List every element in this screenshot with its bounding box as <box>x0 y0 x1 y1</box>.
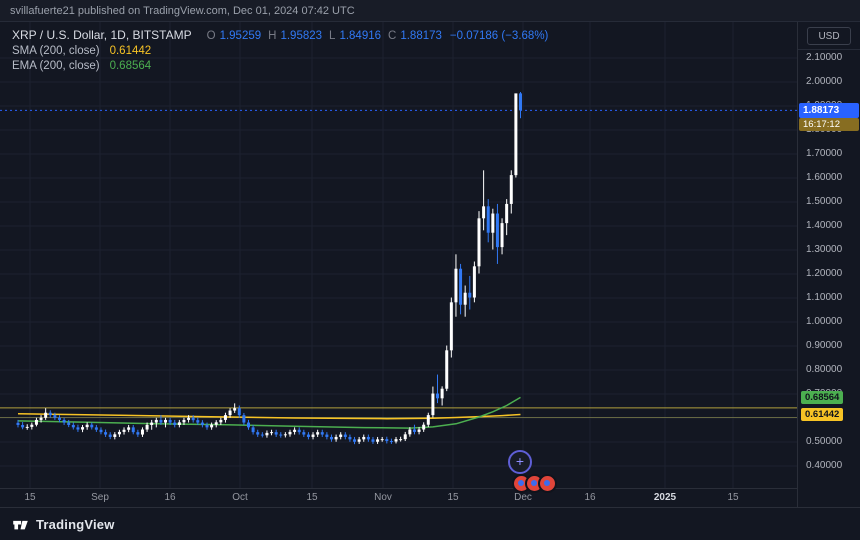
time-tick-label: 15 <box>306 492 318 503</box>
time-tick-label: Sep <box>91 492 109 503</box>
ema-axis-label: 0.68564 <box>801 391 844 404</box>
plus-icon: + <box>515 453 525 469</box>
price-tick-label: 1.30000 <box>806 244 843 255</box>
chart-canvas[interactable] <box>0 22 797 488</box>
price-tick-label: 1.70000 <box>806 148 843 159</box>
sma-label: SMA (200, close) <box>12 45 100 57</box>
price-tick-label: 1.10000 <box>806 292 843 303</box>
reaction-emoji-icon <box>538 474 557 493</box>
price-tick-label: 1.60000 <box>806 172 843 183</box>
time-tick-label: 16 <box>584 492 596 503</box>
high-value: 1.95823 <box>280 30 323 42</box>
time-tick-label: Oct <box>232 492 248 503</box>
price-axis[interactable]: USD 2.100002.000001.900001.800001.700001… <box>798 22 860 488</box>
change-value: −0.07186 (−3.68%) <box>449 30 549 42</box>
time-tick-label: 2025 <box>653 492 677 503</box>
bar-close-countdown: 16:17:12 <box>799 118 859 131</box>
chart-panel[interactable]: XRP / U.S. Dollar, 1D, BITSTAMP O 1.9525… <box>0 22 798 493</box>
attribution-text: svillafuerte21 published on TradingView.… <box>10 4 355 17</box>
open-label: O <box>206 30 216 42</box>
reaction-emojis[interactable] <box>512 474 557 493</box>
attribution-bar: svillafuerte21 published on TradingView.… <box>0 0 860 22</box>
footer-bar: TradingView <box>0 507 860 540</box>
close-value: 1.88173 <box>400 30 442 42</box>
sma-value: 0.61442 <box>109 45 152 57</box>
price-tick-label: 0.50000 <box>806 436 843 447</box>
time-tick-label: 15 <box>447 492 459 503</box>
close-label: C <box>388 30 397 42</box>
symbol-title: XRP / U.S. Dollar, 1D, BITSTAMP <box>12 28 192 42</box>
time-tick-label: Nov <box>374 492 392 503</box>
price-tick-label: 2.10000 <box>806 52 843 63</box>
high-label: H <box>268 30 277 42</box>
symbol-row: XRP / U.S. Dollar, 1D, BITSTAMP O 1.9525… <box>12 28 548 42</box>
price-tick-label: 1.00000 <box>806 316 843 327</box>
last-price-badge: 1.88173 <box>799 103 859 118</box>
tradingview-logo-icon <box>13 520 28 529</box>
price-tick-label: 1.20000 <box>806 268 843 279</box>
axis-separator <box>798 49 860 50</box>
time-tick-label: 15 <box>24 492 36 503</box>
low-label: L <box>329 30 336 42</box>
price-tick-label: 2.00000 <box>806 76 843 87</box>
time-tick-label: 16 <box>164 492 176 503</box>
ema-label: EMA (200, close) <box>12 60 100 72</box>
legend: XRP / U.S. Dollar, 1D, BITSTAMP O 1.9525… <box>12 28 548 72</box>
time-tick-label: 15 <box>727 492 739 503</box>
time-tick-label: Dec <box>514 492 532 503</box>
sma-row: SMA (200, close) 0.61442 <box>12 45 548 57</box>
tradingview-logo[interactable]: TradingView <box>12 516 115 533</box>
price-tick-label: 0.40000 <box>806 460 843 471</box>
brand-name: TradingView <box>36 516 115 532</box>
price-tick-label: 1.40000 <box>806 220 843 231</box>
price-tick-label: 0.80000 <box>806 364 843 375</box>
time-axis[interactable]: 15 Sep 16 Oct 15 Nov 15 Dec 16 2025 15 <box>0 488 798 507</box>
ema-value: 0.68564 <box>109 60 152 72</box>
low-value: 1.84916 <box>339 30 382 42</box>
price-tick-label: 1.50000 <box>806 196 843 207</box>
ema-row: EMA (200, close) 0.68564 <box>12 60 548 72</box>
open-value: 1.95259 <box>219 30 262 42</box>
sma-axis-label: 0.61442 <box>801 408 844 421</box>
add-reaction-button[interactable]: + <box>508 450 532 474</box>
price-tick-label: 0.90000 <box>806 340 843 351</box>
currency-button[interactable]: USD <box>807 27 851 45</box>
